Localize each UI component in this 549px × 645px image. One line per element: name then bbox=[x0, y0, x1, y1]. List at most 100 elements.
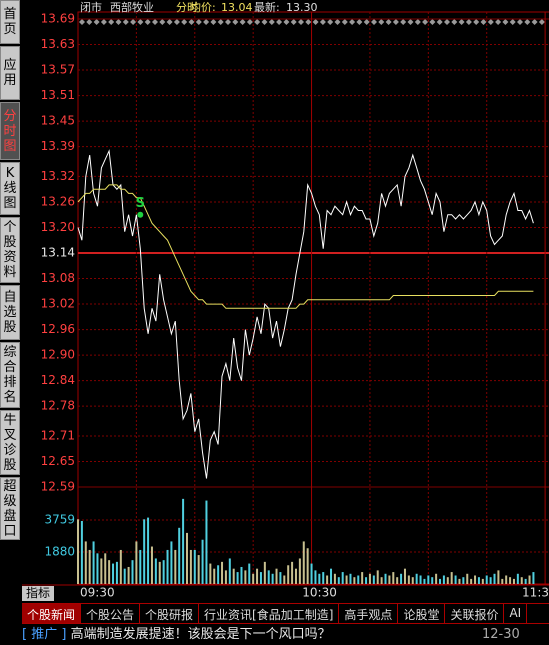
y2-tick-label: 1880 bbox=[44, 544, 75, 558]
volume-bar bbox=[345, 575, 348, 584]
marker-diamond bbox=[108, 19, 115, 25]
y-tick-label: 13.63 bbox=[41, 37, 75, 51]
marker-diamond bbox=[166, 19, 173, 25]
volume-bar bbox=[314, 570, 317, 584]
volume-bar bbox=[244, 570, 247, 584]
tab[interactable]: 个股研报 bbox=[140, 604, 200, 623]
volume-bar bbox=[411, 577, 414, 584]
marker-diamond bbox=[349, 19, 356, 25]
indicator-button[interactable]: 指标 bbox=[22, 586, 54, 601]
volume-bar bbox=[431, 577, 434, 584]
signal-dot bbox=[137, 211, 144, 218]
volume-bar bbox=[158, 561, 161, 584]
volume-bar bbox=[330, 568, 333, 584]
volume-bar bbox=[512, 578, 515, 584]
marker-diamond bbox=[144, 19, 151, 25]
volume-bar bbox=[263, 561, 266, 584]
side-tab[interactable]: 自选股 bbox=[0, 285, 20, 340]
volume-bar bbox=[474, 575, 477, 584]
marker-diamond bbox=[254, 19, 261, 25]
volume-bar bbox=[228, 558, 231, 584]
side-tab[interactable]: 个股资料 bbox=[0, 217, 20, 283]
volume-bar bbox=[150, 546, 153, 584]
marker-diamond bbox=[531, 19, 538, 25]
tab[interactable]: 关联报价 bbox=[445, 604, 505, 623]
tab[interactable]: 个股新闻 bbox=[22, 604, 82, 623]
volume-bar bbox=[481, 578, 484, 584]
volume-bar bbox=[353, 577, 356, 584]
x-tick-label: 09:30 bbox=[80, 586, 115, 600]
volume-bar bbox=[77, 519, 79, 584]
y-tick-label: 12.65 bbox=[41, 454, 75, 468]
volume-bar bbox=[96, 553, 99, 584]
volume-bar bbox=[104, 553, 107, 584]
y-tick-label: 12.59 bbox=[41, 480, 75, 494]
price-line bbox=[77, 149, 534, 479]
volume-bar bbox=[240, 566, 243, 584]
header-last-label: 最新: bbox=[254, 0, 280, 14]
volume-bar bbox=[489, 577, 492, 584]
volume-bar bbox=[516, 573, 519, 584]
volume-bar bbox=[392, 572, 395, 584]
marker-diamond bbox=[327, 19, 334, 25]
news-tag[interactable]: [ 推广 ] bbox=[22, 627, 67, 642]
y-tick-label: 13.26 bbox=[41, 194, 75, 208]
volume-bar bbox=[485, 575, 488, 584]
tab[interactable]: 个股公告 bbox=[81, 604, 141, 623]
volume-bar bbox=[92, 541, 95, 584]
volume-bar bbox=[388, 575, 391, 584]
volume-bar bbox=[147, 517, 150, 584]
marker-diamond bbox=[371, 19, 377, 25]
volume-bar bbox=[143, 519, 146, 584]
side-tab[interactable]: 超级盘口 bbox=[0, 477, 20, 540]
volume-bar bbox=[384, 573, 387, 584]
tab[interactable]: 高手观点 bbox=[339, 604, 399, 623]
volume-bar bbox=[119, 549, 122, 584]
volume-bar bbox=[162, 560, 165, 584]
header-mode: 分时 bbox=[176, 1, 198, 14]
side-tab[interactable]: 分时图 bbox=[0, 102, 20, 160]
volume-bar bbox=[217, 565, 220, 584]
news-bar: [ 推广 ] 高端制造发展提速！该股会是下一个风口吗？ 12-30 bbox=[22, 624, 549, 645]
marker-diamond bbox=[524, 19, 531, 25]
volume-bar bbox=[256, 568, 259, 584]
marker-diamond bbox=[363, 19, 370, 25]
volume-bar bbox=[376, 570, 379, 584]
volume-bar bbox=[88, 549, 91, 584]
volume-bar bbox=[477, 577, 480, 584]
volume-bar bbox=[326, 575, 329, 584]
side-tab[interactable]: 应用 bbox=[0, 46, 20, 100]
news-headline[interactable]: 高端制造发展提速！该股会是下一个风口吗？ bbox=[70, 627, 331, 642]
volume-bar bbox=[450, 572, 453, 584]
volume-bar bbox=[291, 561, 294, 584]
side-tab[interactable]: 首页 bbox=[0, 0, 20, 44]
volume-bar bbox=[306, 548, 309, 584]
y-tick-label: 13.57 bbox=[41, 63, 75, 77]
marker-diamond bbox=[356, 19, 363, 25]
volume-bar bbox=[322, 572, 325, 584]
y-tick-label: 13.39 bbox=[41, 139, 75, 153]
marker-diamond bbox=[152, 19, 158, 25]
volume-bar bbox=[267, 570, 270, 584]
y-tick-label: 13.69 bbox=[41, 12, 75, 26]
volume-bar bbox=[357, 575, 360, 584]
volume-bar bbox=[259, 572, 262, 584]
marker-diamond bbox=[378, 19, 385, 25]
marker-diamond bbox=[392, 19, 399, 25]
tab[interactable]: 论股堂 bbox=[398, 604, 446, 623]
side-tab[interactable]: 综合排名 bbox=[0, 342, 20, 408]
marker-diamond bbox=[232, 19, 239, 25]
tab[interactable]: AI bbox=[504, 604, 528, 623]
marker-diamond bbox=[305, 19, 312, 25]
tab[interactable]: 行业资讯[食品加工制造] bbox=[199, 604, 340, 623]
volume-bar bbox=[166, 549, 169, 584]
side-tab[interactable]: K线图 bbox=[0, 162, 20, 215]
volume-bar bbox=[271, 573, 274, 584]
volume-bar bbox=[439, 578, 442, 584]
volume-bar bbox=[131, 560, 134, 584]
marker-diamond bbox=[239, 19, 246, 25]
side-tab[interactable]: 牛叉诊股 bbox=[0, 410, 20, 475]
marker-diamond bbox=[86, 19, 93, 25]
y-tick-label: 13.32 bbox=[41, 169, 75, 183]
